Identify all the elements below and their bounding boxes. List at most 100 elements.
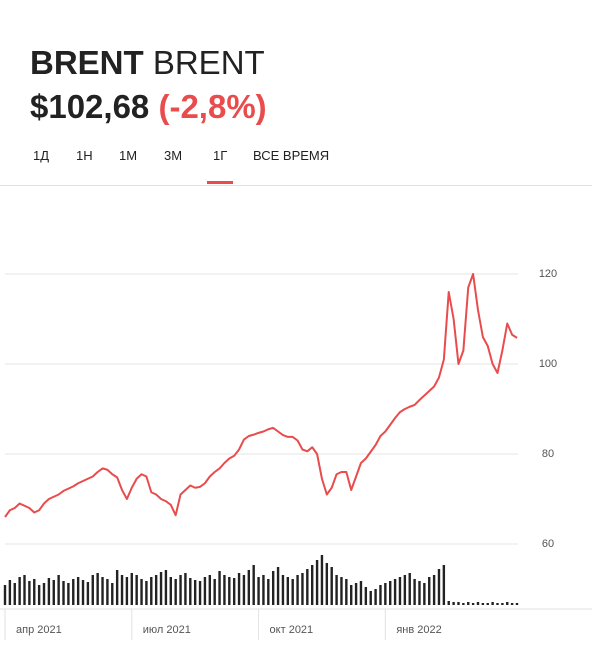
volume-bar	[276, 567, 280, 605]
volume-bar	[369, 591, 372, 605]
volume-bar	[393, 579, 397, 605]
volume-bar	[457, 602, 460, 605]
volume-bar	[189, 578, 192, 605]
volume-bar	[3, 585, 7, 605]
volume-bar	[389, 581, 392, 605]
volume-bar	[281, 575, 285, 605]
period-tab[interactable]: 1Г	[207, 148, 234, 184]
volume-bar	[159, 572, 163, 605]
volume-bar	[398, 577, 402, 605]
volume-bar	[76, 577, 80, 605]
volume-bar	[96, 573, 99, 605]
volume-bar	[413, 579, 416, 605]
volume-bar	[510, 603, 514, 605]
volume-bar	[335, 575, 338, 605]
volume-bar	[286, 577, 290, 605]
volume-bar	[193, 580, 197, 605]
volume-bar	[403, 575, 407, 605]
volume-bar	[496, 603, 499, 605]
volume-bar	[223, 575, 226, 605]
volume-bar	[306, 569, 309, 605]
volume-bar	[262, 575, 265, 605]
price-change: (-2,8%)	[158, 88, 267, 125]
period-tab[interactable]: 1Н	[76, 148, 93, 163]
volume-bar	[28, 581, 31, 605]
volume-bar	[218, 571, 221, 605]
volume-bar	[198, 581, 202, 605]
volume-bar	[81, 580, 85, 605]
volume-bar	[86, 582, 90, 605]
x-tick-label: янв 2022	[396, 624, 441, 636]
volume-bar	[42, 583, 46, 605]
volume-bar	[67, 583, 70, 605]
volume-bar	[247, 570, 251, 605]
volume-bar	[350, 585, 353, 605]
volume-bar	[125, 577, 129, 605]
volume-bar	[174, 579, 177, 605]
volume-bar	[423, 583, 426, 605]
volume-bar	[471, 603, 475, 605]
volume-bar	[296, 575, 299, 605]
volume-bar	[301, 573, 304, 605]
volume-bar	[8, 580, 12, 605]
volume-bar	[384, 583, 387, 605]
volume-bar	[111, 583, 114, 605]
volume-bar	[408, 573, 411, 605]
volume-bar	[437, 569, 441, 605]
volume-bar	[330, 567, 333, 605]
period-tab[interactable]: 1М	[119, 148, 138, 163]
volume-bar	[33, 579, 36, 605]
volume-bar	[130, 573, 133, 605]
volume-bar	[115, 570, 119, 605]
volume-bar	[418, 581, 421, 605]
volume-bar	[452, 602, 455, 605]
volume-bar	[462, 603, 465, 605]
volume-bar	[184, 573, 187, 605]
y-tick-label: 80	[542, 448, 554, 460]
volume-bar	[501, 603, 504, 605]
volume-bar	[228, 577, 231, 605]
volume-bar	[145, 581, 148, 605]
instrument-name: BRENT	[152, 44, 265, 81]
volume-bar	[62, 581, 65, 605]
volume-bar	[101, 577, 104, 605]
volume-bar	[379, 585, 382, 605]
volume-bar	[135, 575, 138, 605]
volume-bar	[257, 577, 260, 605]
volume-bar	[72, 579, 75, 605]
volume-bar	[467, 602, 470, 605]
ticker: BRENT	[30, 44, 144, 81]
x-tick-label: июл 2021	[143, 624, 191, 636]
volume-bar	[18, 577, 21, 605]
volume-bar	[432, 575, 436, 605]
volume-bar	[315, 560, 319, 605]
period-tab[interactable]: ВСЕ ВРЕМЯ	[253, 148, 330, 163]
volume-bar	[203, 577, 207, 605]
y-tick-label: 60	[542, 538, 554, 550]
period-tab[interactable]: 1Д	[33, 148, 50, 163]
volume-bar	[481, 603, 485, 605]
period-tab[interactable]: 3М	[164, 148, 183, 163]
volume-bar	[23, 575, 26, 605]
volume-bar	[47, 578, 51, 605]
volume-bar	[208, 575, 211, 605]
volume-bar	[140, 579, 143, 605]
volume-bar	[242, 575, 246, 605]
period-tabs: 1Д 1Н 1М 3М 1Г ВСЕ ВРЕМЯ	[0, 146, 592, 186]
volume-bar	[237, 573, 241, 605]
volume-bar	[106, 579, 109, 605]
volume-bar	[179, 575, 182, 605]
volume-bar	[13, 583, 16, 605]
volume-bar	[354, 583, 358, 605]
price-line	[4, 273, 518, 518]
volume-bar	[164, 570, 168, 605]
volume-bar	[345, 579, 348, 605]
volume-bar	[57, 575, 60, 605]
volume-bar	[491, 602, 494, 605]
volume-bar	[447, 601, 450, 605]
volume-bar	[515, 603, 519, 605]
volume-bar	[91, 575, 94, 605]
volume-bar	[486, 603, 489, 605]
